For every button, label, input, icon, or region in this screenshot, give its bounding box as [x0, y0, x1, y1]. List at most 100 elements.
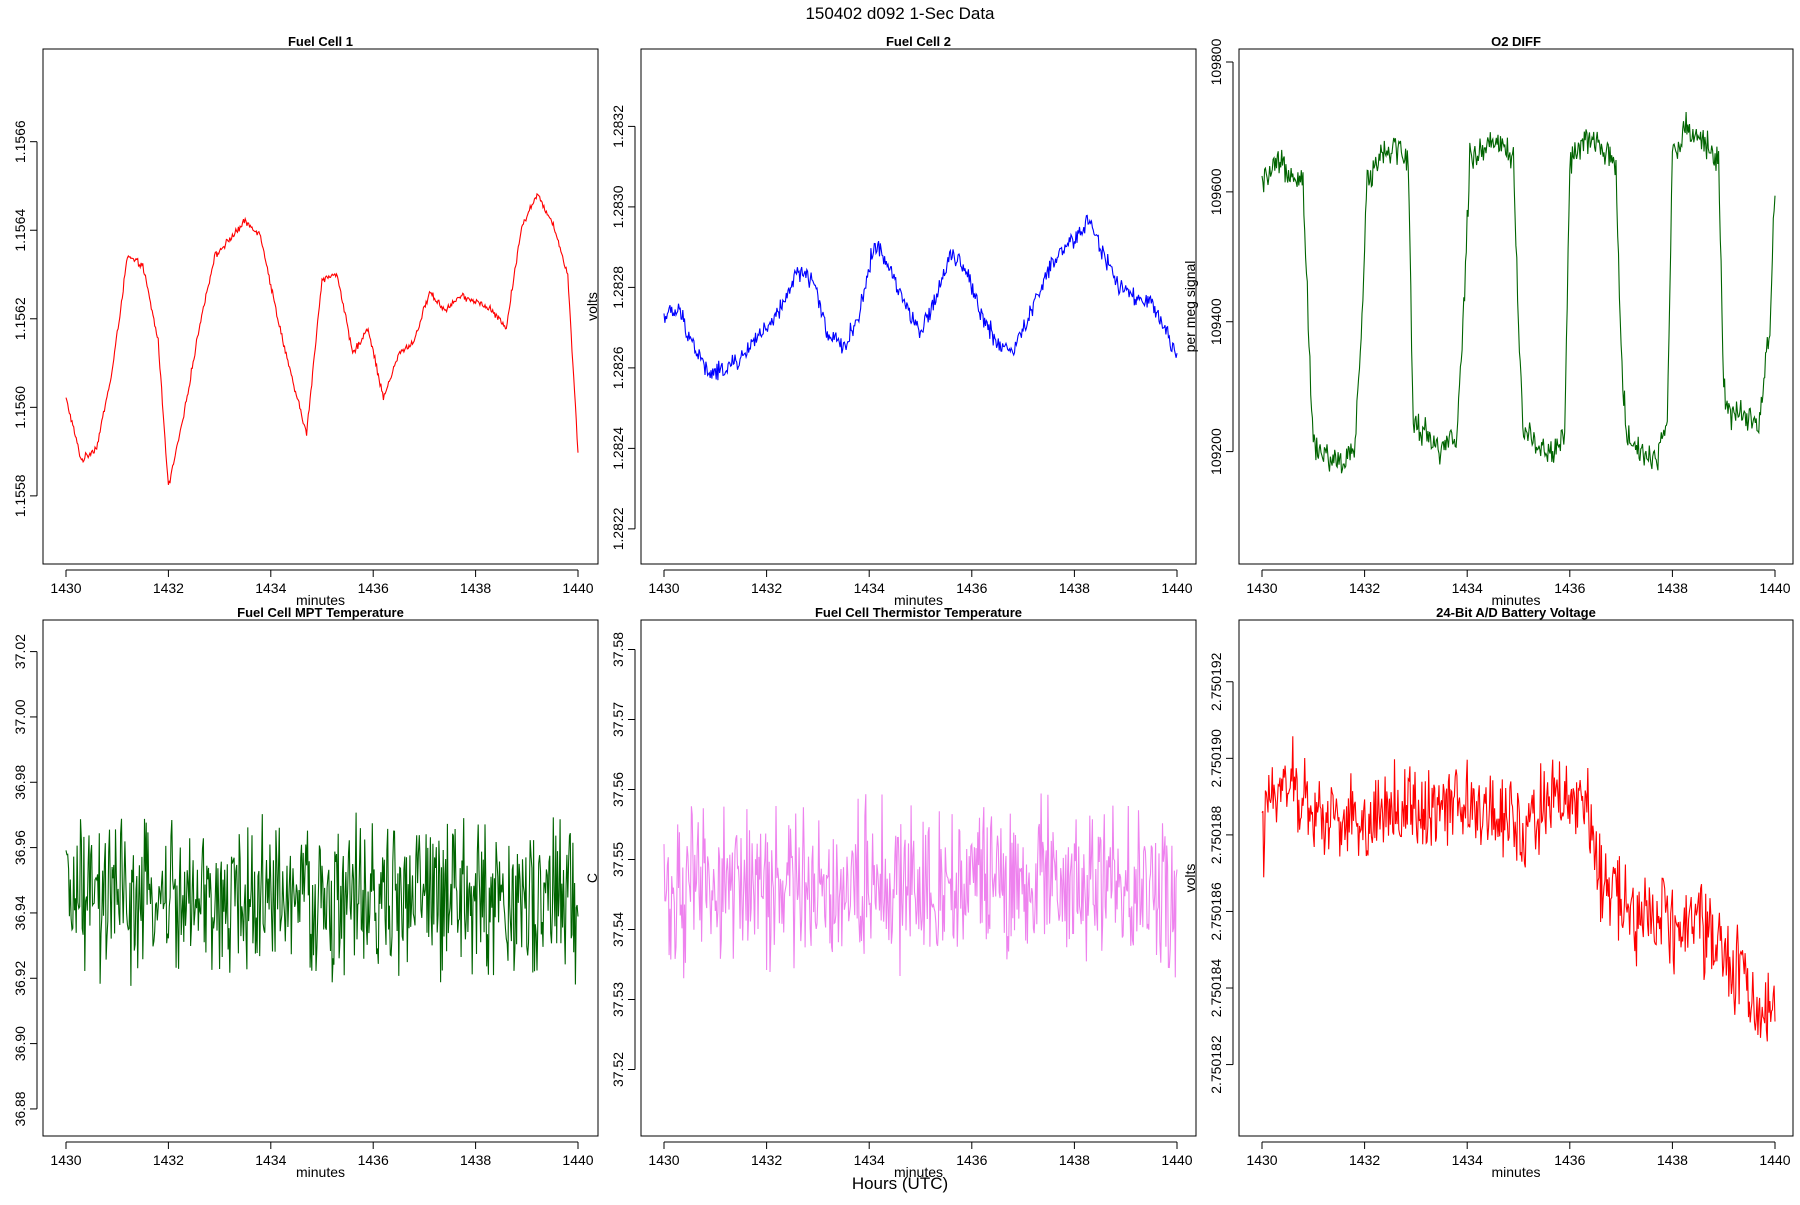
plot-frame: [42, 48, 599, 565]
y-tick-label: 37.55: [610, 842, 626, 877]
y-tick-label: 37.00: [12, 699, 28, 734]
x-tick-label: 1434: [255, 580, 286, 596]
y-tick-label: 36.98: [12, 765, 28, 800]
chart-title: Fuel Cell 1: [288, 34, 353, 49]
chart-panel-2: Fuel Cell 2 1430 1432 1434 1436 1438 1440 minut…: [584, 34, 1197, 608]
x-tick-label: 1438: [1657, 1152, 1688, 1168]
x-tick-label: 1440: [562, 1152, 593, 1168]
y-tick-label: 37.53: [610, 982, 626, 1017]
chart-panel-5: Fuel Cell Thermistor Temperature 1430 1432…: [584, 605, 1197, 1180]
y-tick-label: 2.750192: [1208, 652, 1224, 711]
x-tick-label: 1430: [648, 580, 679, 596]
series-line: [65, 192, 579, 485]
x-tick-label: 1438: [460, 1152, 491, 1168]
x-tick-label: 1440: [1161, 580, 1192, 596]
y-tick-label: 1.1564: [12, 209, 28, 252]
x-tick-label: 1438: [460, 580, 491, 596]
y-tick-label: 1.2824: [610, 427, 626, 470]
y-tick-label: 37.52: [610, 1052, 626, 1087]
y-axis-label: volts: [0, 292, 2, 321]
x-tick-label: 1436: [956, 580, 987, 596]
x-tick-label: 1432: [1349, 1152, 1380, 1168]
y-tick-label: 37.54: [610, 912, 626, 947]
y-tick-label: 36.96: [12, 830, 28, 865]
x-tick-label: 1436: [358, 580, 389, 596]
x-axis-label: minutes: [1491, 1164, 1540, 1180]
series-line: [1261, 736, 1776, 1042]
chart-panel-6: 24-Bit A/D Battery Voltage 1430 1432 1434 14…: [1182, 605, 1794, 1180]
x-tick-label: 1432: [153, 580, 184, 596]
x-tick-label: 1436: [1554, 580, 1585, 596]
y-tick-label: 36.92: [12, 961, 28, 996]
y-tick-label: 109200: [1208, 428, 1224, 475]
y-tick-label: 1.1558: [12, 474, 28, 517]
y-tick-label: 36.88: [12, 1091, 28, 1126]
y-tick-label: 37.58: [610, 632, 626, 667]
y-tick-label: 1.2830: [610, 185, 626, 228]
series-line: [65, 812, 579, 986]
x-axis-label: minutes: [894, 1164, 943, 1180]
x-axis-label: minutes: [1491, 592, 1540, 608]
x-tick-label: 1434: [854, 1152, 885, 1168]
x-tick-label: 1438: [1657, 580, 1688, 596]
x-axis-label: minutes: [894, 592, 943, 608]
plot-frame: [640, 48, 1197, 565]
figure-title: 150402 d092 1-Sec Data: [805, 4, 995, 23]
x-tick-label: 1430: [1246, 1152, 1277, 1168]
y-axis-label: volts: [584, 292, 600, 321]
x-tick-label: 1438: [1059, 580, 1090, 596]
plot-frame: [1238, 48, 1794, 565]
x-tick-label: 1434: [854, 580, 885, 596]
x-axis-label: minutes: [296, 1164, 345, 1180]
y-tick-label: 2.750190: [1208, 729, 1224, 788]
y-tick-label: 2.750184: [1208, 959, 1224, 1018]
x-tick-label: 1430: [50, 580, 81, 596]
y-tick-label: 37.02: [12, 634, 28, 669]
chart-title: O2 DIFF: [1491, 34, 1541, 49]
plot-frame: [640, 619, 1197, 1137]
chart-panel-4: Fuel Cell MPT Temperature 1430 1432 1434 143…: [0, 605, 599, 1180]
y-tick-label: 37.56: [610, 772, 626, 807]
series-line: [663, 214, 1178, 381]
x-tick-label: 1430: [648, 1152, 679, 1168]
y-tick-label: 1.1560: [12, 386, 28, 429]
y-tick-label: 2.750182: [1208, 1035, 1224, 1094]
y-tick-label: 1.1562: [12, 297, 28, 340]
x-tick-label: 1440: [1759, 1152, 1790, 1168]
x-tick-label: 1438: [1059, 1152, 1090, 1168]
y-tick-label: 36.90: [12, 1026, 28, 1061]
series-line: [1261, 111, 1776, 474]
x-tick-label: 1436: [1554, 1152, 1585, 1168]
x-tick-label: 1434: [1452, 580, 1483, 596]
y-tick-label: 1.2826: [610, 346, 626, 389]
x-tick-label: 1432: [751, 1152, 782, 1168]
plot-frame: [42, 619, 599, 1137]
chart-panel-1: Fuel Cell 1 1430 1432 1434 1436 1438 1440 minut…: [0, 34, 599, 608]
y-tick-label: 109400: [1208, 298, 1224, 345]
chart-panel-3: O2 DIFF 1430 1432 1434 1436 1438 1440 minutes 10…: [1182, 34, 1794, 608]
chart-title: Fuel Cell 2: [886, 34, 951, 49]
y-tick-label: 1.2828: [610, 266, 626, 309]
y-tick-label: 36.94: [12, 895, 28, 930]
x-tick-label: 1440: [1161, 1152, 1192, 1168]
x-tick-label: 1430: [50, 1152, 81, 1168]
x-tick-label: 1432: [751, 580, 782, 596]
y-tick-label: 109800: [1208, 38, 1224, 85]
y-tick-label: 1.2832: [610, 105, 626, 148]
y-tick-label: 109600: [1208, 168, 1224, 215]
series-line: [663, 793, 1178, 979]
x-axis-label: minutes: [296, 592, 345, 608]
y-axis-label: C: [0, 873, 2, 883]
y-tick-label: 37.57: [610, 702, 626, 737]
x-tick-label: 1434: [1452, 1152, 1483, 1168]
x-tick-label: 1436: [956, 1152, 987, 1168]
y-tick-label: 1.2822: [610, 507, 626, 550]
x-tick-label: 1432: [1349, 580, 1380, 596]
y-tick-label: 1.1566: [12, 120, 28, 163]
x-tick-label: 1432: [153, 1152, 184, 1168]
x-tick-label: 1434: [255, 1152, 286, 1168]
plot-frame: [1238, 619, 1794, 1137]
x-tick-label: 1440: [562, 580, 593, 596]
